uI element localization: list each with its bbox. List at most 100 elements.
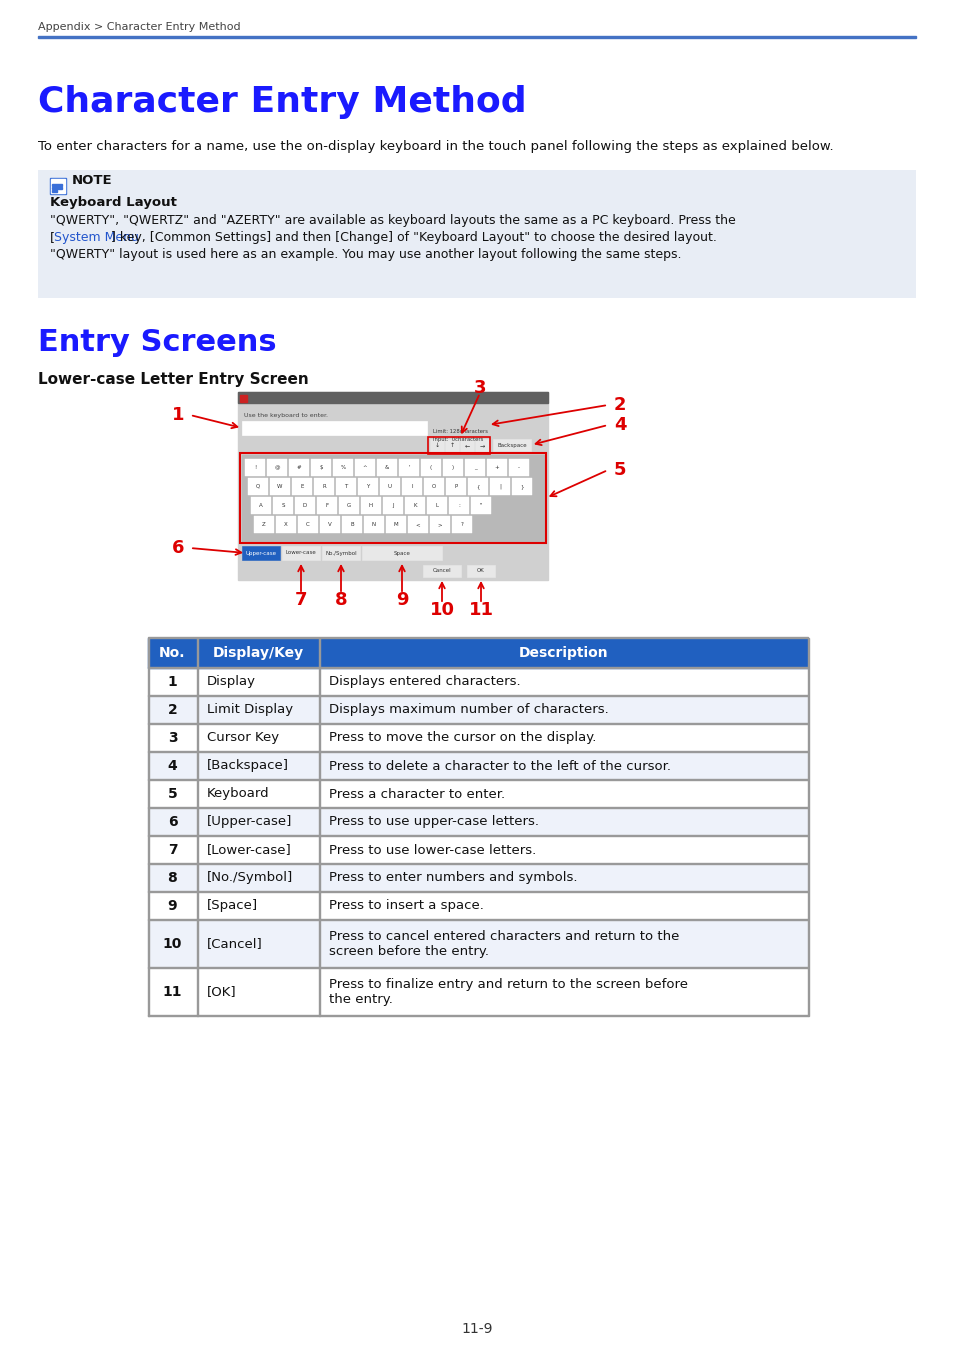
Bar <box>52 190 57 192</box>
Text: H: H <box>369 504 373 508</box>
Text: Entry Screens: Entry Screens <box>38 328 276 356</box>
Bar <box>148 639 807 668</box>
Bar <box>379 478 399 495</box>
Text: Use the keyboard to enter.: Use the keyboard to enter. <box>244 413 328 418</box>
Text: (: ( <box>430 464 432 470</box>
Bar <box>38 36 915 38</box>
Bar <box>148 864 807 892</box>
Bar <box>52 188 62 189</box>
Bar <box>471 497 491 514</box>
Text: Lower-case Letter Entry Screen: Lower-case Letter Entry Screen <box>38 373 309 387</box>
Text: $: $ <box>319 464 322 470</box>
Text: &: & <box>384 464 389 470</box>
Text: Press to use upper-case letters.: Press to use upper-case letters. <box>329 815 538 829</box>
Text: Lower-case: Lower-case <box>285 551 316 555</box>
Text: [Upper-case]: [Upper-case] <box>207 815 292 829</box>
Bar <box>423 478 443 495</box>
Bar <box>240 454 545 543</box>
Text: ] key, [Common Settings] and then [Change] of "Keyboard Layout" to choose the de: ] key, [Common Settings] and then [Chang… <box>112 231 717 244</box>
Bar <box>148 668 807 697</box>
Text: Description: Description <box>518 647 608 660</box>
Text: 8: 8 <box>335 591 347 609</box>
Text: V: V <box>328 522 332 526</box>
Text: 11: 11 <box>163 986 182 999</box>
Text: Z: Z <box>262 522 266 526</box>
Text: "QWERTY" layout is used here as an example. You may use another layout following: "QWERTY" layout is used here as an examp… <box>50 248 680 261</box>
Bar <box>242 455 543 541</box>
Bar <box>148 892 807 919</box>
Text: [Lower-case]: [Lower-case] <box>207 844 292 856</box>
Text: Character Entry Method: Character Entry Method <box>38 85 526 119</box>
Text: [OK]: [OK] <box>207 986 236 999</box>
Text: E: E <box>300 485 303 489</box>
Bar <box>292 478 312 495</box>
Bar <box>253 516 274 533</box>
Bar <box>357 478 377 495</box>
Bar <box>335 478 355 495</box>
Bar <box>405 497 424 514</box>
Text: [Cancel]: [Cancel] <box>207 937 262 950</box>
Text: 9: 9 <box>395 591 408 609</box>
Text: [: [ <box>50 231 55 244</box>
Text: OK: OK <box>476 568 484 574</box>
Bar <box>248 478 268 495</box>
Text: Upper-case: Upper-case <box>245 551 276 555</box>
Bar <box>148 780 807 809</box>
Bar <box>408 516 428 533</box>
Bar <box>452 516 472 533</box>
Text: 4: 4 <box>613 416 625 433</box>
Bar <box>294 497 314 514</box>
Text: P: P <box>454 485 457 489</box>
Text: Press to delete a character to the left of the cursor.: Press to delete a character to the left … <box>329 760 670 772</box>
Bar <box>297 516 317 533</box>
Text: 2: 2 <box>613 396 625 414</box>
Text: O: O <box>432 485 436 489</box>
Text: Press a character to enter.: Press a character to enter. <box>329 787 504 801</box>
Text: 6: 6 <box>168 815 177 829</box>
Bar <box>273 497 293 514</box>
Text: 3: 3 <box>474 379 486 397</box>
Text: 7: 7 <box>294 591 307 609</box>
Bar <box>319 516 339 533</box>
Bar <box>449 497 469 514</box>
Bar <box>275 516 295 533</box>
Bar <box>490 478 510 495</box>
Text: K: K <box>413 504 416 508</box>
Text: J: J <box>392 504 394 508</box>
Bar <box>237 392 547 404</box>
Bar <box>333 459 353 477</box>
Text: Keyboard Layout: Keyboard Layout <box>50 196 176 209</box>
Text: 7: 7 <box>168 842 177 857</box>
Text: >: > <box>437 522 442 526</box>
Text: R: R <box>322 485 326 489</box>
Text: Limit Display: Limit Display <box>207 703 293 717</box>
Text: [Space]: [Space] <box>207 899 258 913</box>
Text: I: I <box>411 485 413 489</box>
Bar <box>51 180 65 193</box>
Text: G: G <box>347 504 351 508</box>
Text: C: C <box>306 522 310 526</box>
Text: Press to finalize entry and return to the screen before: Press to finalize entry and return to th… <box>329 977 687 991</box>
Bar <box>148 809 807 836</box>
Text: [Backspace]: [Backspace] <box>207 760 289 772</box>
Bar <box>459 439 474 452</box>
Text: Press to insert a space.: Press to insert a space. <box>329 899 483 913</box>
Text: screen before the entry.: screen before the entry. <box>329 945 489 958</box>
Text: {: { <box>476 485 479 489</box>
Bar <box>242 421 427 435</box>
Bar <box>427 497 447 514</box>
Bar <box>475 439 489 452</box>
Text: Press to enter numbers and symbols.: Press to enter numbers and symbols. <box>329 872 577 884</box>
Text: ): ) <box>452 464 454 470</box>
Text: Displays entered characters.: Displays entered characters. <box>329 675 520 688</box>
Text: N: N <box>372 522 375 526</box>
Text: No.: No. <box>159 647 186 660</box>
Text: X: X <box>284 522 288 526</box>
Text: 4: 4 <box>168 759 177 774</box>
Text: 10: 10 <box>429 601 454 620</box>
Text: S: S <box>281 504 284 508</box>
Text: :: : <box>457 504 459 508</box>
Bar <box>398 459 418 477</box>
Bar <box>420 459 440 477</box>
Text: Cancel: Cancel <box>433 568 451 574</box>
